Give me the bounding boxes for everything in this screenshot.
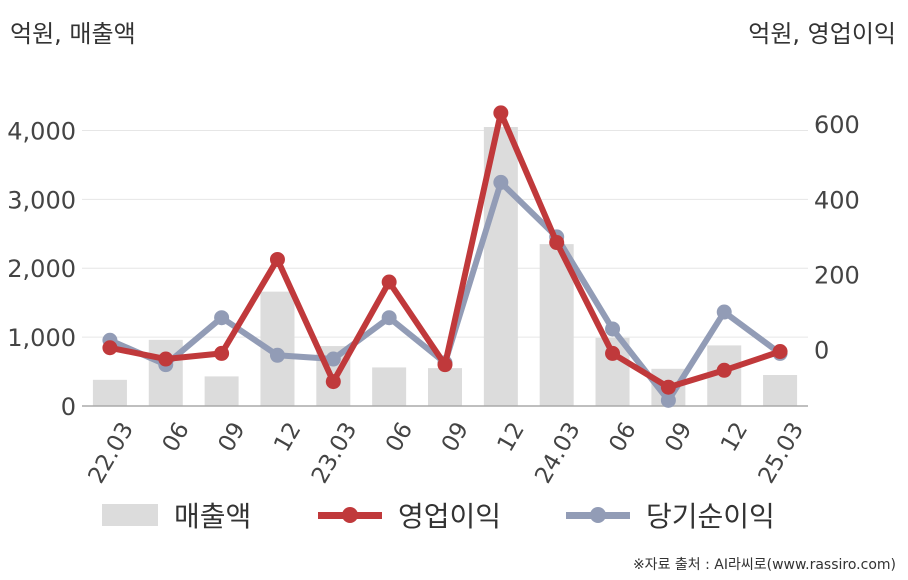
net-income-point [269,347,285,363]
net-income-point [660,392,676,408]
x-tick-label: 06 [604,418,641,456]
revenue-bar [92,379,127,406]
operating-profit-point [493,105,509,121]
right-tick-label: 400 [814,186,860,214]
legend-label-revenue: 매출액 [174,500,252,533]
legend-item-revenue: 매출액 [102,490,251,540]
operating-profit-point [102,340,118,356]
tick-labels: 0 1,000 2,000 3,000 4,000 0 200 400 600 22.03 06 09… [7,111,860,488]
right-tick-label: 600 [814,111,860,139]
operating-profit-point [437,357,453,373]
operating-profit-line [106,109,784,391]
gridlines [82,129,808,338]
left-tick-label: 4,000 [7,117,76,145]
operating-profit-point [381,274,397,290]
operating-profit-point [325,374,341,390]
revenue-bar [204,376,239,406]
operating-profit-point [549,235,565,251]
revenue-bar [763,375,798,406]
legend-swatch-net-income [566,504,630,526]
net-income-point [325,351,341,367]
x-tick-label: 23.03 [307,418,362,488]
operating-profit-point [605,345,621,361]
revenue-bar [148,339,183,406]
legend-swatch-operating-profit [318,504,382,526]
x-tick-label: 22.03 [84,418,139,488]
revenue-bar [372,367,407,406]
x-tick-label: 12 [269,418,306,456]
source-credit: ※자료 출처 : AI라씨로(www.rassiro.com) [632,557,896,573]
right-axis-unit-label: 억원, 영업이익 [748,20,896,48]
x-tick-label: 24.03 [530,418,585,488]
net-income-point [605,321,621,337]
legend-item-operating-profit: 영업이익 [318,490,501,540]
legend-swatch-revenue [102,504,158,526]
right-tick-label: 200 [814,261,860,289]
right-tick-label: 0 [814,337,829,365]
left-axis-unit-label: 억원, 매출액 [10,20,136,48]
operating-profit-point [716,362,732,378]
legend: 매출액 영업이익 당기순이익 [0,490,908,540]
operating-profit-point [772,344,788,360]
legend-label-operating-profit: 영업이익 [398,500,502,533]
left-tick-label: 2,000 [7,255,76,283]
x-tick-label: 12 [716,418,753,456]
x-tick-label: 12 [493,418,530,456]
revenue-bars [92,127,798,406]
operating-profit-point [269,251,285,267]
x-tick-label: 09 [214,418,251,456]
x-tick-label: 25.03 [754,418,809,488]
x-tick-label: 06 [381,418,418,456]
left-tick-label: 1,000 [7,324,76,352]
net-income-point [381,310,397,326]
x-tick-label: 09 [660,418,697,456]
combo-chart: 0 1,000 2,000 3,000 4,000 0 200 400 600 22.03 06 09… [7,105,860,488]
net-income-point [214,310,230,326]
left-tick-label: 3,000 [7,186,76,214]
net-income-point [493,174,509,190]
legend-item-net-income: 당기순이익 [566,490,775,540]
operating-profit-point [660,379,676,395]
operating-profit-point [214,345,230,361]
legend-label-net-income: 당기순이익 [646,500,775,533]
x-tick-label: 09 [437,418,474,456]
profit-lines [102,105,788,408]
left-tick-label: 0 [61,393,76,421]
revenue-bar [428,368,462,406]
net-income-point [716,304,732,320]
operating-profit-point [158,351,174,367]
x-tick-label: 06 [158,418,195,456]
